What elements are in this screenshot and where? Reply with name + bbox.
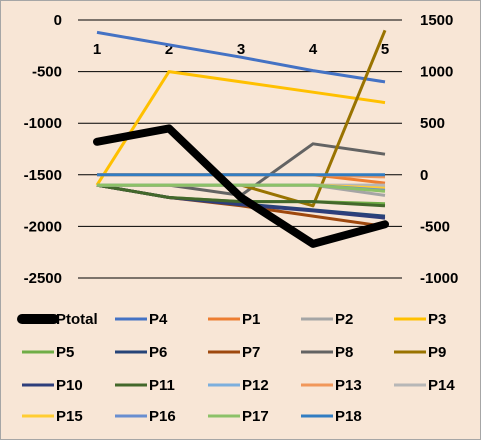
secondary-tick-label: -1000 xyxy=(420,270,458,287)
legend-label-p11: P11 xyxy=(149,377,175,394)
category-label: 2 xyxy=(165,41,173,58)
legend-label-p2: P2 xyxy=(335,311,353,328)
legend-label-p9: P9 xyxy=(428,344,446,361)
primary-tick-label: -2000 xyxy=(24,218,62,235)
legend-label-p12: P12 xyxy=(242,377,269,394)
legend-label-p1: P1 xyxy=(242,311,260,328)
legend-label-p10: P10 xyxy=(56,377,83,394)
category-label: 4 xyxy=(309,41,318,58)
legend-label-p6: P6 xyxy=(149,344,167,361)
primary-tick-label: 0 xyxy=(54,12,62,29)
legend-label-p8: P8 xyxy=(335,344,353,361)
primary-tick-label: -500 xyxy=(32,64,62,81)
secondary-tick-label: 0 xyxy=(420,167,428,184)
category-label: 3 xyxy=(237,41,245,58)
series-line-ptotal xyxy=(93,124,389,248)
legend-label-p14: P14 xyxy=(428,377,455,394)
primary-tick-label: -1000 xyxy=(24,115,62,132)
legend-label-p15: P15 xyxy=(56,408,83,425)
secondary-tick-label: 500 xyxy=(420,115,445,132)
legend-label-p7: P7 xyxy=(242,344,260,361)
legend-label-p3: P3 xyxy=(428,311,446,328)
legend-label-p13: P13 xyxy=(335,377,362,394)
series-line-p17 xyxy=(97,183,386,193)
legend-label-ptotal: Ptotal xyxy=(56,311,98,328)
secondary-tick-label: -500 xyxy=(420,218,450,235)
primary-tick-label: -1500 xyxy=(24,167,62,184)
legend-label-p16: P16 xyxy=(149,408,176,425)
category-label: 5 xyxy=(381,41,389,58)
secondary-tick-label: 1000 xyxy=(420,64,453,81)
series-line-p4 xyxy=(96,30,386,84)
legend-label-p18: P18 xyxy=(335,408,362,425)
category-label: 1 xyxy=(93,41,101,58)
legend-label-p4: P4 xyxy=(149,311,168,328)
series-line-p3 xyxy=(95,70,386,186)
legend-label-p5: P5 xyxy=(56,344,74,361)
primary-tick-label: -2500 xyxy=(24,270,62,287)
legend-label-p17: P17 xyxy=(242,408,269,425)
secondary-tick-label: 1500 xyxy=(420,12,453,29)
